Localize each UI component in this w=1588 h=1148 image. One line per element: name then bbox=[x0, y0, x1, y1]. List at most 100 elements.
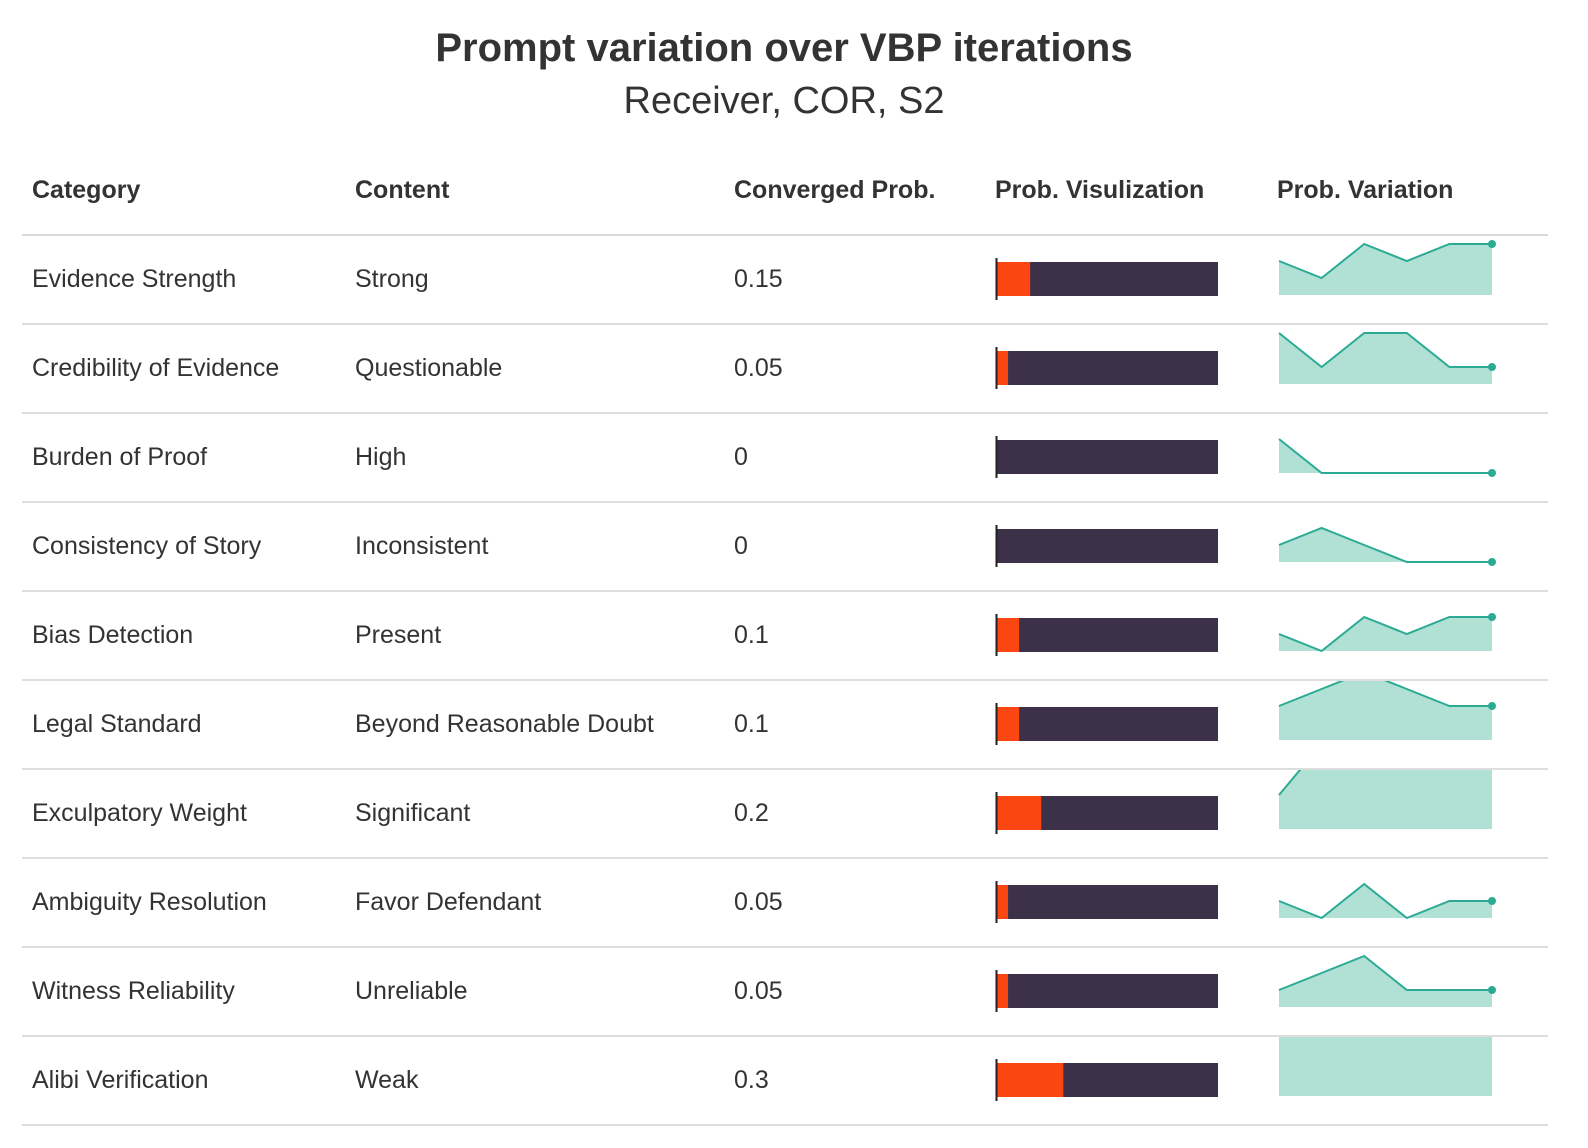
category-cell: Credibility of Evidence bbox=[32, 354, 280, 382]
table-row: Burden of Proof High 0 bbox=[22, 414, 1548, 503]
header-converged-prob: Converged Prob. bbox=[734, 176, 936, 204]
content-cell: Questionable bbox=[355, 354, 503, 382]
table-row: Evidence Strength Strong 0.15 bbox=[22, 236, 1548, 325]
sparkline-area bbox=[1279, 956, 1492, 1007]
prob-bar bbox=[995, 436, 1218, 478]
category-cell: Exculpatory Weight bbox=[32, 799, 247, 827]
sparkline-end-dot bbox=[1488, 986, 1496, 994]
prob-sparkline bbox=[1278, 681, 1496, 740]
header-category: Category bbox=[32, 176, 141, 204]
prob-bar-track bbox=[997, 262, 1218, 296]
category-cell: Consistency of Story bbox=[32, 532, 262, 560]
prob-sparkline bbox=[1279, 1037, 1492, 1096]
table-header: Category Content Converged Prob. Prob. V… bbox=[22, 150, 1548, 236]
content-cell: Strong bbox=[355, 265, 429, 293]
content-cell: Unreliable bbox=[355, 977, 468, 1005]
sparkline-end-dot bbox=[1488, 469, 1496, 477]
converged-prob-cell: 0.05 bbox=[734, 888, 783, 916]
header-content: Content bbox=[355, 176, 450, 204]
content-cell: Beyond Reasonable Doubt bbox=[355, 710, 654, 738]
category-cell: Evidence Strength bbox=[32, 265, 237, 293]
prob-sparkline bbox=[1278, 613, 1496, 653]
sparkline-line bbox=[1278, 954, 1492, 991]
content-cell: Significant bbox=[355, 799, 471, 827]
sparkline-line bbox=[1278, 526, 1492, 563]
prob-bar-fill bbox=[997, 1063, 1064, 1097]
converged-prob-cell: 0.05 bbox=[734, 354, 783, 382]
category-cell: Ambiguity Resolution bbox=[32, 888, 267, 916]
table-row: Bias Detection Present 0.1 bbox=[22, 592, 1548, 681]
converged-prob-cell: 0.3 bbox=[734, 1066, 769, 1094]
prob-bar bbox=[995, 614, 1218, 656]
header-prob-visualization: Prob. Visulization bbox=[995, 176, 1205, 204]
prob-bar-track bbox=[997, 529, 1218, 563]
content-cell: Inconsistent bbox=[355, 532, 489, 560]
content-cell: Favor Defendant bbox=[355, 888, 542, 916]
prob-bar-fill bbox=[997, 351, 1009, 385]
prob-bar bbox=[995, 525, 1218, 567]
category-cell: Burden of Proof bbox=[32, 443, 208, 471]
converged-prob-cell: 0.2 bbox=[734, 799, 769, 827]
sparkline-line bbox=[1278, 882, 1492, 920]
table-row: Consistency of Story Inconsistent 0 bbox=[22, 503, 1548, 592]
prob-bar-fill bbox=[997, 796, 1042, 830]
prob-bar-fill bbox=[997, 707, 1020, 741]
data-table: Category Content Converged Prob. Prob. V… bbox=[22, 150, 1548, 1126]
category-cell: Bias Detection bbox=[32, 621, 194, 649]
prob-bar bbox=[995, 881, 1218, 923]
table-row: Alibi Verification Weak 0.3 bbox=[22, 1037, 1548, 1126]
converged-prob-cell: 0.05 bbox=[734, 977, 783, 1005]
category-cell: Witness Reliability bbox=[32, 977, 235, 1005]
sparkline-area bbox=[1279, 681, 1492, 740]
prob-sparkline bbox=[1278, 770, 1492, 829]
prob-bar bbox=[995, 1059, 1218, 1101]
prob-bar-fill bbox=[997, 974, 1009, 1008]
prob-bar-track bbox=[997, 618, 1218, 652]
table-row: Exculpatory Weight Significant 0.2 bbox=[22, 770, 1548, 859]
category-cell: Alibi Verification bbox=[32, 1066, 209, 1094]
content-cell: Weak bbox=[355, 1066, 419, 1094]
converged-prob-cell: 0 bbox=[734, 443, 748, 471]
prob-bar bbox=[995, 970, 1218, 1012]
sparkline-end-dot bbox=[1488, 897, 1496, 905]
prob-bar-fill bbox=[997, 885, 1009, 919]
converged-prob-cell: 0.1 bbox=[734, 621, 769, 649]
prob-bar bbox=[995, 347, 1218, 389]
sparkline-line bbox=[1278, 242, 1492, 280]
prob-bar-track bbox=[997, 974, 1218, 1008]
chart-subtitle: Receiver, COR, S2 bbox=[623, 80, 945, 122]
prob-sparkline bbox=[1278, 332, 1496, 384]
chart-title: Prompt variation over VBP iterations bbox=[435, 26, 1133, 70]
sparkline-line bbox=[1278, 438, 1492, 474]
converged-prob-cell: 0.1 bbox=[734, 710, 769, 738]
prob-bar-track bbox=[997, 351, 1218, 385]
table-row: Witness Reliability Unreliable 0.05 bbox=[22, 948, 1548, 1037]
sparkline-area bbox=[1279, 244, 1492, 295]
prob-sparkline bbox=[1278, 438, 1496, 477]
prob-bar-track bbox=[997, 707, 1218, 741]
prob-sparkline bbox=[1278, 882, 1496, 920]
content-cell: Present bbox=[355, 621, 442, 649]
sparkline-end-dot bbox=[1488, 363, 1496, 371]
prob-bar bbox=[995, 258, 1218, 300]
sparkline-area bbox=[1279, 770, 1492, 829]
sparkline-area bbox=[1279, 333, 1492, 384]
sparkline-line bbox=[1278, 681, 1492, 707]
prob-sparkline bbox=[1278, 954, 1496, 1007]
header-prob-variation: Prob. Variation bbox=[1277, 176, 1454, 204]
prob-bar-fill bbox=[997, 262, 1031, 296]
prob-bar-fill bbox=[997, 618, 1020, 652]
sparkline-end-dot bbox=[1488, 613, 1496, 621]
sparkline-line bbox=[1278, 615, 1492, 653]
sparkline-area bbox=[1279, 1037, 1492, 1096]
table-row: Legal Standard Beyond Reasonable Doubt 0.1 bbox=[22, 681, 1548, 770]
sparkline-area bbox=[1279, 439, 1492, 473]
prob-sparkline bbox=[1278, 240, 1496, 295]
prob-bar bbox=[995, 792, 1218, 834]
prob-sparkline bbox=[1278, 526, 1496, 566]
converged-prob-cell: 0 bbox=[734, 532, 748, 560]
converged-prob-cell: 0.15 bbox=[734, 265, 783, 293]
table-row: Ambiguity Resolution Favor Defendant 0.05 bbox=[22, 859, 1548, 948]
sparkline-end-dot bbox=[1488, 702, 1496, 710]
prob-bar-track bbox=[997, 440, 1218, 474]
